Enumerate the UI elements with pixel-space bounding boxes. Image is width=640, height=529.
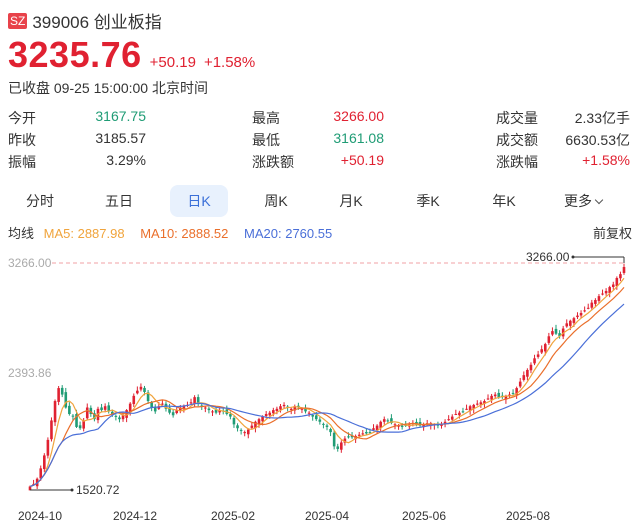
index-title: 399006 创业板指	[32, 13, 162, 32]
ma-label: 均线	[8, 226, 35, 241]
stat-value-change: +50.19	[340, 152, 384, 168]
tab-yearly-k[interactable]: 年K	[492, 193, 516, 209]
y-tick-max: 3266.00	[8, 256, 52, 270]
tab-five-day[interactable]: 五日	[105, 193, 133, 209]
x-tick: 2024-10	[17, 509, 63, 523]
stat-value-turnover: 6630.53亿	[565, 132, 630, 148]
stats-grid: 今开 3167.75 最高 3266.00 成交量 2.33亿手 昨收 3185…	[8, 108, 632, 174]
x-tick: 2025-04	[304, 509, 350, 523]
ma5-value: MA5: 2887.98	[43, 226, 125, 241]
stat-label: 最高	[252, 110, 280, 126]
price-change: +50.19	[149, 54, 196, 71]
market-badge: SZ	[8, 12, 28, 29]
stats-row: 振幅 3.29% 涨跌额 +50.19 涨跌幅 +1.58%	[8, 152, 632, 174]
header: SZ 399006 创业板指	[8, 8, 162, 33]
stat-value-volume: 2.33亿手	[574, 110, 630, 126]
tab-more-label: 更多	[564, 193, 592, 209]
stat-value-amplitude: 3.29%	[106, 152, 146, 168]
chevron-down-icon	[594, 195, 604, 205]
stat-label: 涨跌额	[252, 154, 294, 170]
kline-canvas	[28, 255, 626, 492]
stat-label: 振幅	[8, 154, 36, 170]
y-tick-mid: 2393.86	[8, 366, 52, 380]
stat-label: 成交额	[496, 132, 538, 148]
tab-more[interactable]: 更多	[554, 185, 612, 217]
stat-label: 今开	[8, 110, 36, 126]
tab-intraday[interactable]: 分时	[26, 193, 54, 209]
stat-label: 最低	[252, 132, 280, 148]
stat-value-open: 3167.75	[95, 108, 146, 124]
ma10-value: MA10: 2888.52	[140, 226, 229, 241]
current-price: 3235.76	[8, 34, 142, 75]
x-tick: 2025-06	[401, 509, 447, 523]
ma20-value: MA20: 2760.55	[244, 226, 333, 241]
market-status: 已收盘 09-25 15:00:00 北京时间	[8, 80, 208, 96]
x-tick: 2024-12	[112, 509, 158, 523]
stats-row: 今开 3167.75 最高 3266.00 成交量 2.33亿手	[8, 108, 632, 130]
ma-legend: 均线 MA5: 2887.98 MA10: 2888.52 MA20: 2760…	[8, 223, 632, 241]
x-tick: 2025-02	[210, 509, 256, 523]
tab-weekly-k[interactable]: 周K	[264, 193, 288, 209]
stat-value-high: 3266.00	[333, 108, 384, 124]
period-tabs: 分时 五日 日K 周K 月K 季K 年K 更多	[0, 185, 640, 217]
tab-quarterly-k[interactable]: 季K	[416, 193, 440, 209]
max-marker-label: 3266.00	[526, 250, 570, 264]
price-row: 3235.76 +50.19 +1.58%	[8, 34, 255, 76]
stat-label: 成交量	[496, 110, 538, 126]
min-marker-label: 1520.72	[76, 483, 120, 497]
stat-label: 涨跌幅	[496, 154, 538, 170]
stat-value-prev-close: 3185.57	[95, 130, 146, 146]
adjust-selector[interactable]: 前复权	[592, 226, 632, 241]
tab-monthly-k[interactable]: 月K	[339, 193, 363, 209]
stats-row: 昨收 3185.57 最低 3161.08 成交额 6630.53亿	[8, 130, 632, 152]
kline-chart[interactable]: 3266.00 2393.86 3266.00 1520.72 2024-10 …	[0, 246, 640, 529]
stat-label: 昨收	[8, 132, 36, 148]
stat-value-change-pct: +1.58%	[582, 152, 630, 168]
tab-daily-k[interactable]: 日K	[170, 185, 228, 217]
stat-value-low: 3161.08	[333, 130, 384, 146]
price-change-pct: +1.58%	[203, 54, 256, 71]
x-tick: 2025-08	[505, 509, 551, 523]
